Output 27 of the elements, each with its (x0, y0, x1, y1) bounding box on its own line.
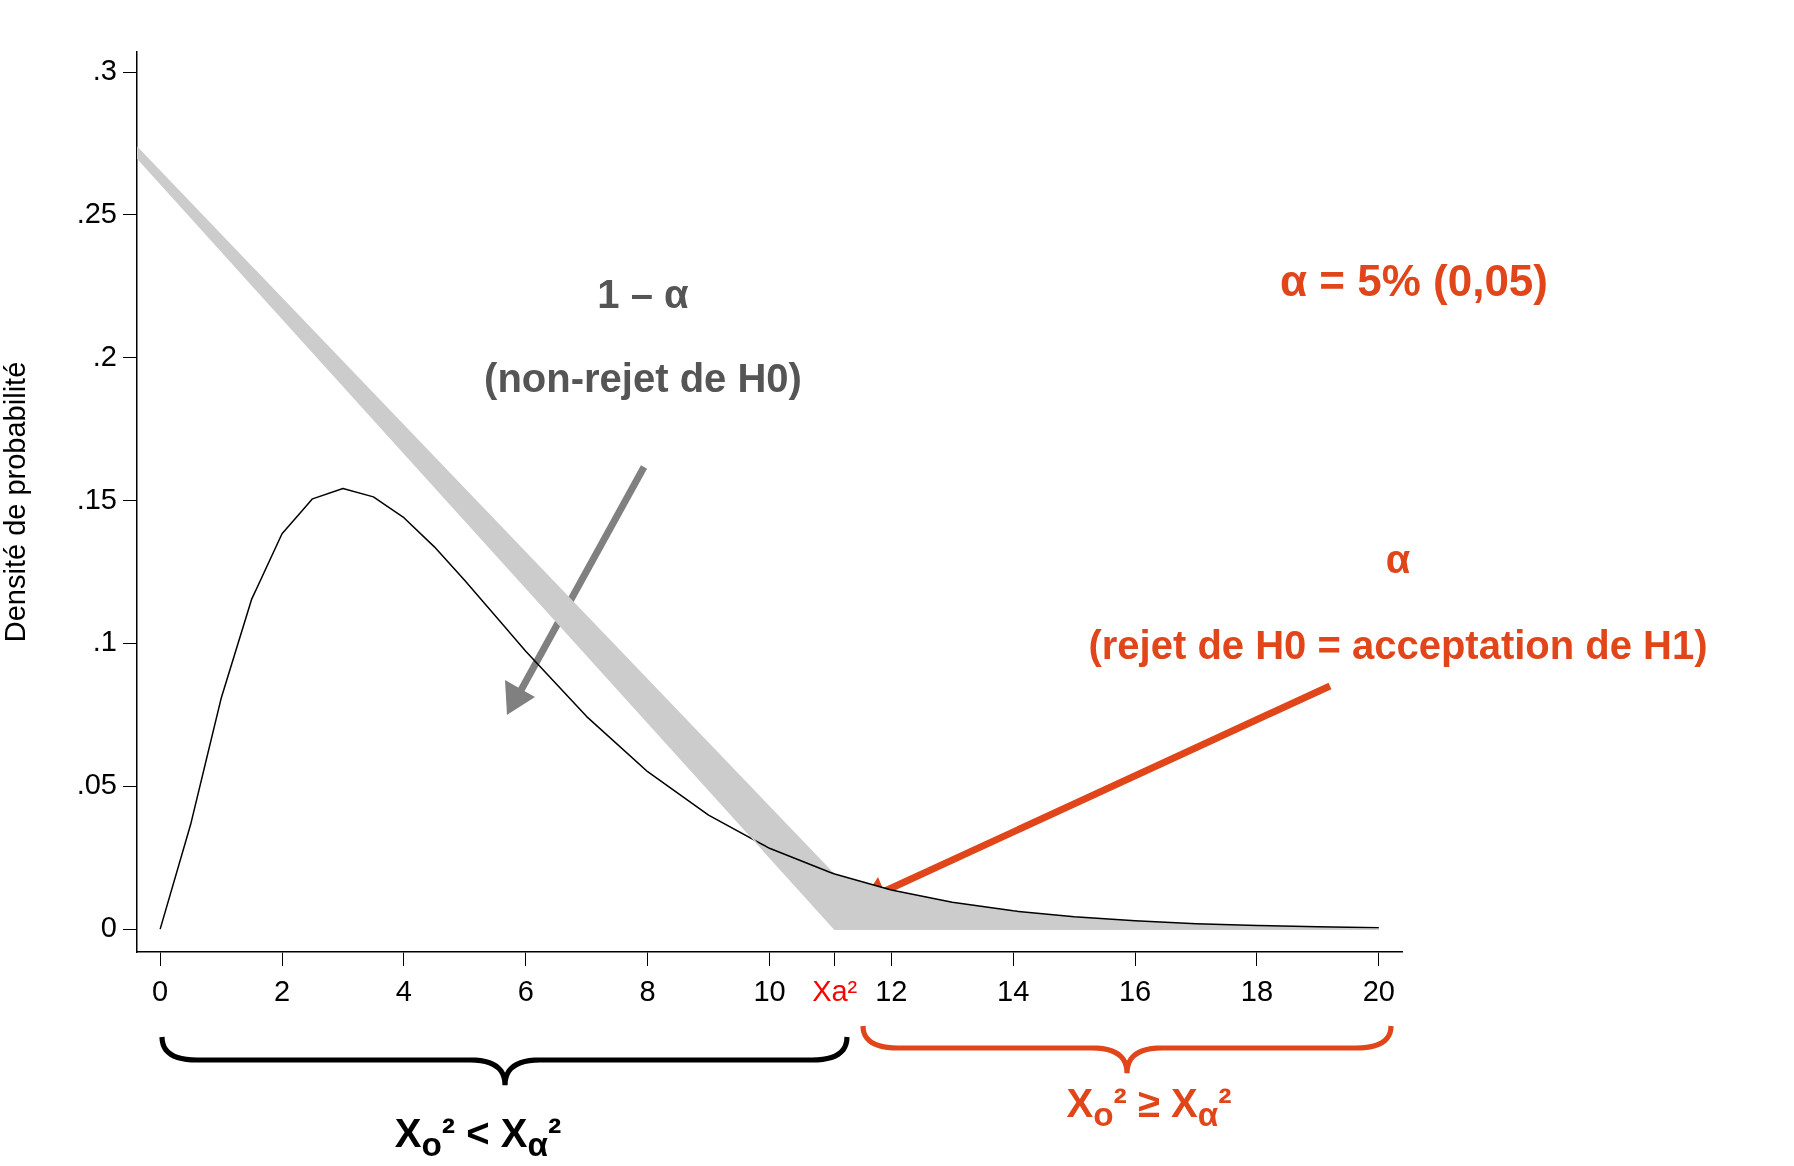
x-tick-label: 16 (1118, 975, 1152, 1008)
y-tick-label: .2 (92, 339, 117, 372)
x-tick-label: 10 (753, 975, 786, 1008)
y-tick-label: .3 (92, 54, 117, 86)
y-tick-label: 0 (100, 911, 117, 944)
x-tick-label: 6 (517, 975, 534, 1008)
x-tick-label: Xa² (812, 975, 858, 1008)
y-tick-label: .25 (76, 196, 117, 229)
x-tick-label: 0 (152, 975, 169, 1008)
x-tick-label: 14 (997, 975, 1030, 1008)
annotation: α = 5% (0,05) (1280, 255, 1548, 306)
annotation: (non-rejet de H0) (484, 356, 802, 400)
text: X$_{o}$² ≥ X$_{α}$² (1066, 1080, 1232, 1134)
annotation: α (1385, 537, 1411, 581)
y-tick-label: .15 (76, 482, 117, 515)
x-tick-label: 18 (1240, 975, 1274, 1008)
y-tick-label: .1 (92, 625, 117, 658)
annotation: 1 – α (597, 272, 689, 316)
y-axis-title: Densité de probabilité (0, 361, 32, 643)
x-tick-label: 4 (395, 975, 412, 1008)
x-tick-label: 8 (639, 975, 656, 1008)
y-tick-label: .05 (76, 768, 117, 801)
x-tick-label: 12 (875, 975, 908, 1008)
x-tick-label: 20 (1362, 975, 1395, 1008)
annotation: (rejet de H0 = acceptation de H1) (1088, 623, 1708, 667)
x-tick-label: 2 (273, 975, 291, 1008)
text: X$_{o}$² < X$_{α}$² (394, 1110, 562, 1164)
